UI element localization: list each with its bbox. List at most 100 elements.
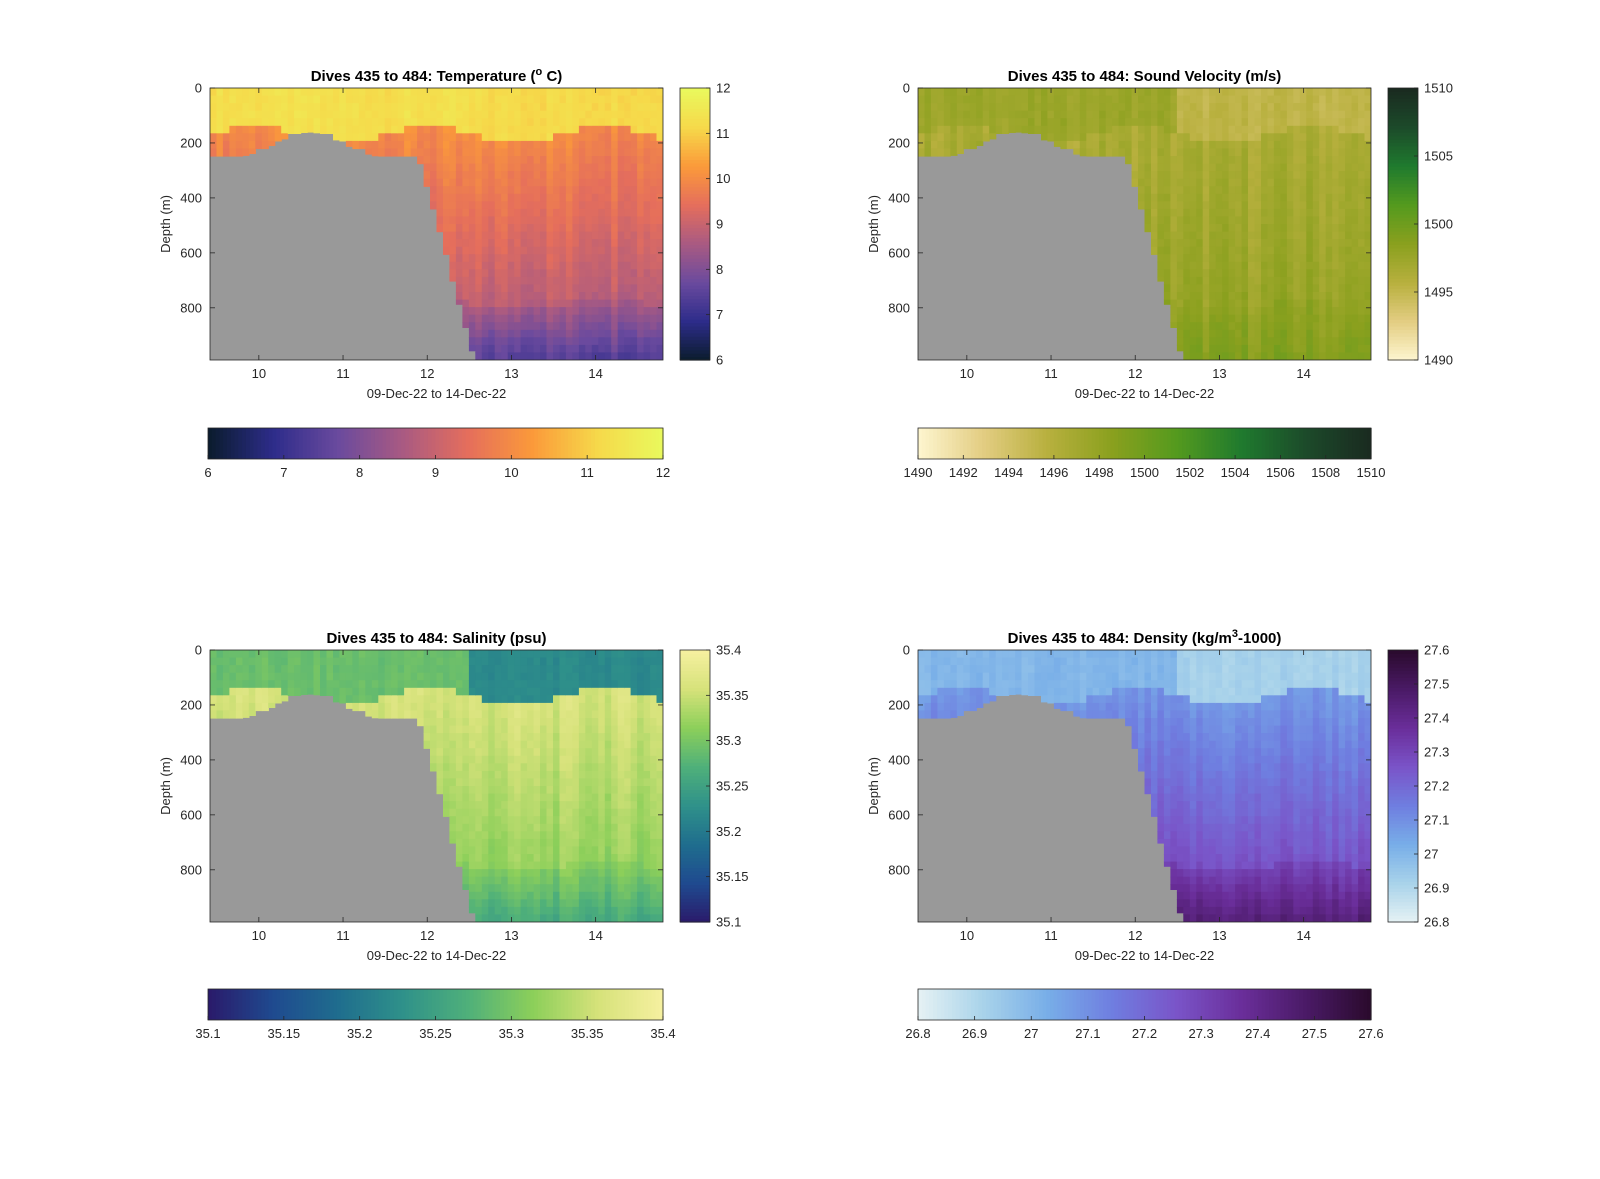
heatmap-cell [650,103,658,112]
heatmap-cell [1273,314,1281,323]
heatmap-cell [1189,269,1197,278]
colorbar-swatch [598,428,603,459]
heatmap-cell [1286,125,1294,134]
heatmap-cell [624,876,632,885]
heatmap-cell [1312,163,1320,172]
heatmap-cell [475,269,483,278]
heatmap-cell [333,110,341,119]
heatmap-cell [1345,261,1353,270]
heatmap-cell [1138,125,1146,134]
heatmap-cell [527,755,535,764]
heatmap-cell [1306,110,1314,119]
heatmap-cell [1319,163,1327,172]
heatmap-cell [507,869,515,878]
heatmap-cell [585,254,593,263]
heatmap-cell [533,178,541,187]
heatmap-cell [255,672,263,681]
heatmap-cell [1358,329,1366,338]
heatmap-cell [481,763,489,772]
heatmap-cell [488,665,496,674]
heatmap-cell [1086,140,1094,150]
heatmap-cell [1280,163,1288,172]
heatmap-cell [1151,208,1159,218]
heatmap-cell [404,665,412,674]
heatmap-cell [1209,322,1217,331]
heatmap-cell [1338,193,1346,202]
heatmap-cell [1332,110,1340,119]
heatmap-cell [643,246,651,255]
heatmap-cell [553,239,561,248]
heatmap-cell [1228,246,1236,255]
heatmap-cell [1293,314,1301,323]
heatmap-cell [1235,171,1243,180]
heatmap-cell [1163,148,1171,157]
heatmap-cell [222,672,230,681]
heatmap-cell [1345,148,1353,157]
heatmap-cell [514,171,522,180]
heatmap-cell [1047,118,1055,127]
heatmap-cell [501,816,509,825]
heatmap-cell [520,665,528,674]
heatmap-cell [410,680,418,689]
heatmap-cell [1222,352,1230,360]
heatmap-cell [585,740,593,749]
heatmap-cell [307,657,315,666]
heatmap-cell [520,831,528,840]
heatmap-cell [565,808,573,817]
heatmap-cell [468,231,476,240]
heatmap-cell [643,186,651,195]
heatmap-cell [1131,156,1139,165]
heatmap-cell [578,133,586,142]
heatmap-cell [643,307,651,316]
heatmap-cell [1345,118,1353,127]
heatmap-cell [643,329,651,338]
heatmap-cell [637,672,645,681]
heatmap-cell [572,695,580,704]
heatmap-cell [650,299,658,308]
heatmap-cell [585,352,593,360]
heatmap-cell [565,650,573,659]
heatmap-cell [553,914,561,922]
heatmap-cell [611,269,619,278]
heatmap-cell [637,808,645,817]
heatmap-cell [1235,103,1243,112]
heatmap-cell [533,254,541,263]
heatmap-cell [378,687,386,696]
heatmap-cell [546,650,554,659]
heatmap-cell [507,740,515,749]
heatmap-cell [585,763,593,772]
heatmap-cell [578,718,586,727]
heatmap-cell [527,748,535,757]
heatmap-cell [1345,95,1353,104]
heatmap-cell [468,186,476,195]
heatmap-cell [268,88,276,97]
heatmap-cell [235,133,243,142]
heatmap-cell [1280,231,1288,240]
heatmap-cell [1325,314,1333,323]
heatmap-cell [1099,95,1107,104]
colorbar-swatch [500,428,505,459]
heatmap-cell [436,110,444,119]
colorbar-swatch [306,428,311,459]
heatmap-cell [1235,163,1243,172]
heatmap-cell [475,352,483,360]
colorbar-swatch [1388,190,1418,194]
colorbar-swatch [1216,428,1221,459]
heatmap-cell [1202,148,1210,157]
heatmap-cell [559,838,567,848]
heatmap-cell [430,88,438,97]
heatmap-cell [637,702,645,712]
heatmap-cell [313,103,321,112]
heatmap-cell [578,231,586,240]
heatmap-cell [572,292,580,301]
heatmap-cell [417,133,425,142]
heatmap-cell [1021,88,1029,97]
heatmap-cell [937,110,945,119]
heatmap-cell [481,869,489,878]
heatmap-cell [1079,140,1087,150]
heatmap-cell [591,763,599,772]
heatmap-cell [475,156,483,165]
colorbar-swatch [583,428,588,459]
heatmap-cell [1235,276,1243,286]
heatmap-cell [494,307,502,316]
